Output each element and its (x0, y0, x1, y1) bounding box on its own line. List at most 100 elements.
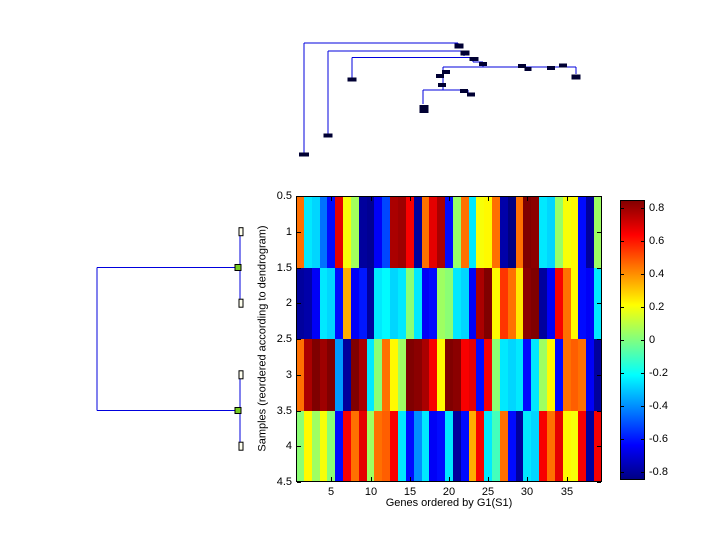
heatmap-cell (319, 196, 328, 268)
top-dendrogram-node-marker (419, 105, 429, 113)
heatmap-cell (452, 196, 461, 268)
heatmap-cell (468, 339, 477, 411)
heatmap-cell (397, 267, 406, 339)
heatmap-cell (319, 267, 328, 339)
heatmap-cell (413, 267, 422, 339)
heatmap-cell (562, 410, 571, 482)
heatmap-cell (366, 339, 375, 411)
top-dendrogram-node-marker (438, 83, 446, 87)
heatmap-cell (437, 267, 446, 339)
heatmap-cell (554, 410, 563, 482)
top-dendrogram-node-marker (571, 74, 581, 80)
heatmap-cell (539, 196, 547, 268)
heatmap-cell (429, 410, 438, 482)
top-dendrogram-node-marker (323, 133, 333, 138)
y-tick-label: 1.5 (276, 262, 292, 274)
y-tick-label: 4 (285, 440, 292, 452)
y-tick-label: 4.5 (276, 476, 292, 488)
heatmap-cell (296, 196, 304, 268)
heatmap-cell (374, 339, 383, 411)
heatmap-cell (296, 410, 304, 482)
heatmap-cell (390, 267, 398, 339)
heatmap-cell (413, 410, 422, 482)
top-dendrogram-node-marker (460, 89, 468, 93)
heatmap-cell (335, 410, 344, 482)
heatmap-cell (562, 267, 571, 339)
colorbar-tick-label: -0.2 (649, 367, 668, 379)
heatmap-cell (327, 267, 336, 339)
heatmap-cell (303, 339, 312, 411)
x-tick-label: 15 (403, 486, 417, 498)
heatmap-cell (578, 410, 587, 482)
heatmap-cell (311, 196, 320, 268)
top-dendrogram-node-marker (469, 57, 479, 61)
heatmap-cell (335, 339, 344, 411)
heatmap-cell (429, 267, 438, 339)
heatmap-cell (476, 267, 485, 339)
heatmap-cell (405, 410, 414, 482)
heatmap-cell (499, 267, 508, 339)
heatmap-cell (350, 410, 359, 482)
heatmap-cell (578, 267, 587, 339)
heatmap-cell (531, 196, 540, 268)
top-dendrogram-node-marker (299, 152, 309, 157)
heatmap-cell (492, 410, 500, 482)
heatmap-cell (531, 339, 540, 411)
y-tick-label: 3.5 (276, 405, 292, 417)
heatmap-cell (468, 410, 477, 482)
heatmap-cell (547, 267, 555, 339)
y-tick-label: 2 (285, 297, 292, 309)
heatmap-cell (343, 267, 351, 339)
heatmap-cell (562, 196, 571, 268)
heatmap-cell (429, 339, 438, 411)
heatmap-cell (484, 339, 493, 411)
heatmap-cell (327, 410, 336, 482)
heatmap-cell (586, 339, 595, 411)
heatmap-cell (358, 410, 367, 482)
x-tick-label: 35 (560, 486, 574, 498)
heatmap-cell (445, 410, 453, 482)
top-dendrogram-node-marker (347, 77, 357, 82)
heatmap-cell (523, 267, 532, 339)
heatmap-cell (554, 339, 563, 411)
top-dendrogram-node-marker (479, 62, 487, 66)
heatmap-cell (460, 267, 469, 339)
heatmap-cell (554, 196, 563, 268)
y-tick-label: 1 (285, 226, 292, 238)
top-dendrogram-node-marker (454, 43, 464, 49)
colorbar-tick-label: 0.4 (649, 268, 665, 280)
heatmap-cell (382, 410, 391, 482)
heatmap-cell (319, 339, 328, 411)
heatmap-cell (531, 410, 540, 482)
heatmap-cell (405, 339, 414, 411)
x-tick-label: 5 (327, 486, 335, 498)
heatmap-cell (382, 267, 391, 339)
heatmap-cell (405, 267, 414, 339)
heatmap-cell (539, 410, 547, 482)
heatmap-cell (499, 196, 508, 268)
heatmap-cell (296, 267, 304, 339)
colorbar-tick-label: -0.6 (649, 433, 668, 445)
heatmap-cell (570, 339, 579, 411)
heatmap-cell (586, 196, 595, 268)
heatmap-cell (531, 267, 540, 339)
heatmap-cell (507, 267, 516, 339)
heatmap-cell (358, 339, 367, 411)
heatmap-cell (358, 267, 367, 339)
x-tick-label: 10 (364, 486, 378, 498)
heatmap-cell (296, 339, 304, 411)
colorbar-tick-label: 0 (649, 334, 656, 346)
left-dendrogram-node-marker (234, 264, 242, 271)
heatmap-cell (594, 196, 602, 268)
heatmap-cell (303, 267, 312, 339)
heatmap-cell (311, 410, 320, 482)
heatmap-cell (460, 196, 469, 268)
heatmap-cell (468, 196, 477, 268)
heatmap-cell (507, 339, 516, 411)
heatmap-cell (374, 267, 383, 339)
x-tick-label: 30 (520, 486, 534, 498)
top-dendrogram-node-marker (559, 63, 567, 68)
heatmap-cell (303, 196, 312, 268)
colorbar-tick-label: -0.4 (649, 400, 668, 412)
heatmap-cell (311, 339, 320, 411)
